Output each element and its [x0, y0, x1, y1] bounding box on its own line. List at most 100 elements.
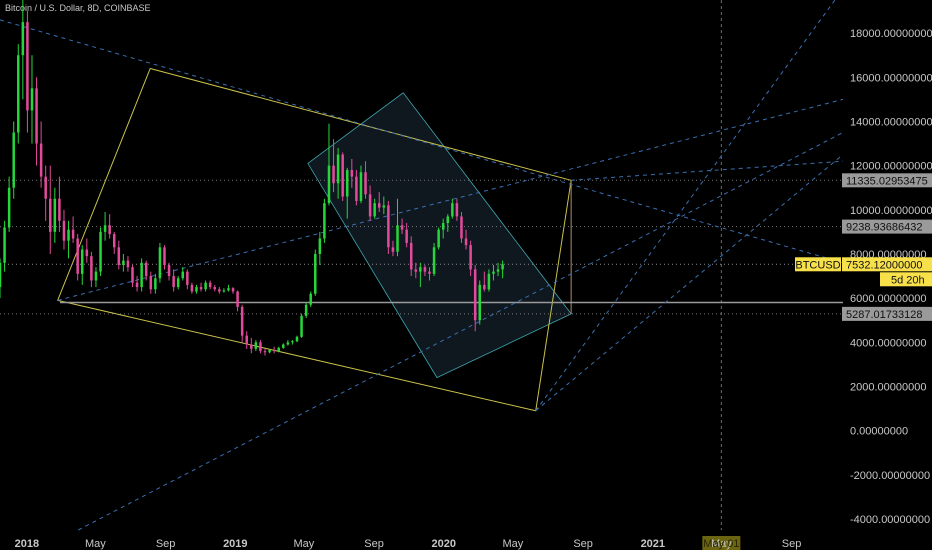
candle[interactable]	[492, 265, 495, 281]
candle[interactable]	[154, 273, 157, 294]
candle[interactable]	[286, 340, 290, 346]
candle[interactable]	[186, 269, 189, 290]
candle[interactable]	[76, 234, 79, 281]
candle[interactable]	[71, 216, 75, 243]
candle[interactable]	[350, 159, 354, 188]
candle[interactable]	[90, 251, 93, 288]
candle[interactable]	[364, 161, 367, 199]
candle[interactable]	[213, 284, 217, 292]
candle[interactable]	[135, 276, 139, 292]
candle[interactable]	[12, 121, 15, 199]
candle[interactable]	[295, 335, 299, 343]
candle[interactable]	[62, 209, 66, 250]
candle[interactable]	[240, 304, 244, 343]
candle[interactable]	[208, 280, 212, 290]
candle[interactable]	[268, 348, 271, 354]
candle[interactable]	[487, 269, 491, 292]
candle[interactable]	[455, 198, 459, 221]
candle[interactable]	[99, 227, 102, 277]
candle[interactable]	[49, 165, 52, 254]
candle[interactable]	[345, 167, 349, 219]
candle[interactable]	[377, 192, 381, 212]
candle[interactable]	[396, 198, 399, 257]
candle[interactable]	[446, 214, 450, 232]
candle[interactable]	[332, 139, 335, 193]
candle[interactable]	[419, 262, 422, 288]
candle[interactable]	[195, 284, 198, 294]
candle[interactable]	[67, 220, 70, 259]
candle[interactable]	[39, 121, 43, 188]
candle[interactable]	[236, 290, 239, 312]
candle[interactable]	[172, 269, 175, 292]
candle[interactable]	[158, 242, 162, 283]
candle[interactable]	[149, 271, 153, 294]
candle[interactable]	[17, 44, 20, 144]
candle[interactable]	[501, 260, 504, 279]
candle[interactable]	[80, 245, 84, 285]
candle[interactable]	[336, 147, 340, 199]
candle[interactable]	[327, 123, 331, 206]
candle[interactable]	[387, 200, 390, 254]
candle[interactable]	[199, 282, 203, 292]
candle[interactable]	[231, 287, 235, 294]
candle[interactable]	[117, 240, 121, 270]
candle[interactable]	[167, 262, 171, 281]
candle[interactable]	[368, 185, 372, 221]
candle[interactable]	[30, 55, 34, 144]
candle[interactable]	[131, 265, 134, 288]
candle[interactable]	[176, 276, 180, 290]
candle[interactable]	[473, 265, 477, 332]
candle[interactable]	[478, 280, 482, 325]
candle[interactable]	[314, 249, 317, 296]
candle[interactable]	[464, 229, 468, 250]
candle[interactable]	[414, 262, 418, 279]
candle[interactable]	[7, 176, 11, 232]
candle[interactable]	[163, 245, 166, 270]
candle[interactable]	[409, 236, 413, 277]
candle[interactable]	[21, 0, 25, 100]
candle[interactable]	[53, 187, 57, 243]
candle[interactable]	[373, 198, 376, 219]
candle[interactable]	[323, 198, 326, 243]
candle[interactable]	[355, 170, 358, 206]
candle[interactable]	[277, 346, 280, 353]
candle[interactable]	[437, 227, 440, 250]
candle[interactable]	[441, 218, 445, 239]
candle[interactable]	[405, 223, 408, 248]
candle[interactable]	[263, 348, 267, 356]
candle[interactable]	[254, 340, 258, 352]
candle[interactable]	[140, 258, 143, 292]
candle[interactable]	[222, 288, 226, 293]
candle[interactable]	[204, 280, 207, 292]
candle[interactable]	[304, 302, 308, 318]
candle[interactable]	[451, 198, 454, 219]
candle[interactable]	[144, 260, 148, 281]
candle[interactable]	[3, 220, 6, 272]
candle[interactable]	[181, 267, 185, 281]
candle[interactable]	[85, 238, 89, 263]
candle[interactable]	[227, 284, 230, 292]
candle[interactable]	[103, 212, 107, 241]
candle[interactable]	[483, 271, 486, 292]
candle[interactable]	[259, 340, 262, 354]
candle[interactable]	[282, 343, 285, 349]
candle[interactable]	[112, 231, 116, 254]
candle[interactable]	[391, 240, 395, 257]
candle[interactable]	[108, 214, 111, 239]
candle[interactable]	[341, 152, 344, 201]
candle[interactable]	[250, 337, 253, 354]
candle[interactable]	[428, 267, 431, 281]
candle[interactable]	[44, 165, 47, 221]
candle[interactable]	[382, 196, 386, 215]
candle[interactable]	[245, 331, 248, 349]
candle[interactable]	[496, 262, 500, 277]
candle[interactable]	[58, 176, 61, 232]
candle[interactable]	[122, 253, 125, 272]
candle[interactable]	[400, 218, 404, 235]
candle[interactable]	[309, 291, 312, 307]
candles-layer[interactable]	[0, 0, 504, 356]
candle[interactable]	[423, 265, 427, 277]
candle[interactable]	[460, 212, 463, 243]
candle[interactable]	[469, 240, 472, 277]
